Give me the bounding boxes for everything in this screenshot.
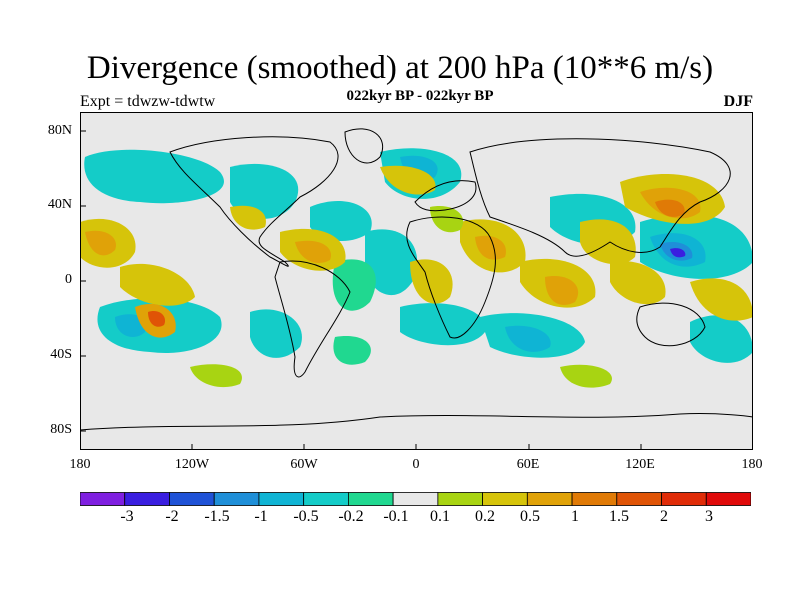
colorbar-swatch [303,492,349,506]
colorbar-swatch [571,492,618,506]
div-contour-pos [475,235,506,260]
divergence-map [80,112,753,450]
colorbar-label: -0.5 [293,508,319,525]
colorbar-swatch [213,492,260,506]
experiment-label: Expt = tdwzw-tdwtw [80,93,216,110]
coastline-australia [636,302,706,347]
colorbar-label: 1.5 [609,508,629,525]
lat-tick-label: 0 [65,272,72,287]
div-contour-pos [610,261,666,305]
coastline-south-america [274,260,351,378]
coastline-africa [406,216,496,339]
colorbar-label: 0.1 [430,508,450,525]
lat-tick-label: 40S [50,347,72,362]
lon-tick-label: 60E [516,457,540,472]
div-contour-neg [333,336,371,365]
colorbar-label: -1 [254,508,268,525]
colorbar-swatch [705,492,751,506]
colorbar-swatch [80,492,126,506]
div-contour-pos [655,199,685,217]
colorbar-swatch [661,492,707,506]
div-contour-pos [545,276,579,305]
div-contour-pos [85,230,116,256]
lon-tick-label: 180 [69,457,91,472]
div-contour-pos [190,364,242,388]
div-contour-neg [250,309,302,358]
colorbar [80,492,751,506]
lat-tick-label: 80S [50,422,72,437]
colorbar-swatch [392,492,439,506]
div-contour-pos [148,311,166,327]
divergence-field [80,148,753,388]
div-contour-pos [410,259,453,304]
div-contour-pos [295,240,331,263]
div-contour-pos [230,205,266,230]
coastline-europe [414,180,477,212]
colorbar-label: 3 [705,508,713,525]
colorbar-label: 0.2 [475,508,495,525]
div-contour-neg [670,248,686,258]
lat-tick-label: 80N [47,123,72,138]
plot-subtitle: 022kyr BP - 022kyr BP [346,88,494,104]
lon-tick-label: 180 [741,457,763,472]
colorbar-label: -0.2 [338,508,364,525]
colorbar-label: -1.5 [204,508,230,525]
colorbar-label: 1 [571,508,579,525]
colorbar-swatch [482,492,528,506]
colorbar-swatch [437,492,483,506]
div-contour-neg [365,229,418,296]
div-contour-neg [400,303,486,346]
colorbar-swatch [526,492,573,506]
lat-tick-label: 40N [47,197,72,212]
div-contour-neg [332,259,376,311]
div-contour-pos [690,278,753,321]
div-contour-pos [120,263,195,306]
div-contour-pos [580,219,636,265]
coastline-north-america [169,136,339,267]
lon-tick-label: 120W [174,457,210,472]
colorbar-swatch [258,492,305,506]
coastline-eurasia [469,138,731,257]
colorbar-swatch [124,492,170,506]
coastline-greenland [344,128,383,164]
colorbar-swatch [169,492,215,506]
plot-title: Divergence (smoothed) at 200 hPa (10**6 … [86,50,714,86]
colorbar-label: -2 [165,508,179,525]
div-contour-neg [690,315,753,363]
colorbar-label: 0.5 [520,508,540,525]
lon-tick-label: 60W [290,457,318,472]
div-contour-neg [310,201,372,242]
div-contour-pos [560,364,612,388]
season-label: DJF [723,93,753,110]
coastlines [80,128,753,431]
div-contour-neg [115,314,146,337]
div-contour-neg [230,163,299,219]
colorbar-swatch [616,492,662,506]
div-contour-neg [84,149,224,204]
colorbar-label: -3 [120,508,134,525]
div-contour-pos [430,206,464,233]
colorbar-label: -0.1 [383,508,409,525]
div-contour-neg [505,325,551,352]
colorbar-label: 2 [660,508,668,525]
map-frame [80,112,753,450]
colorbar-swatch [347,492,394,506]
coastline-antarctica [80,413,753,431]
div-contour-pos [380,165,436,195]
lon-tick-label: 120E [625,457,655,472]
lon-tick-label: 0 [412,457,420,472]
